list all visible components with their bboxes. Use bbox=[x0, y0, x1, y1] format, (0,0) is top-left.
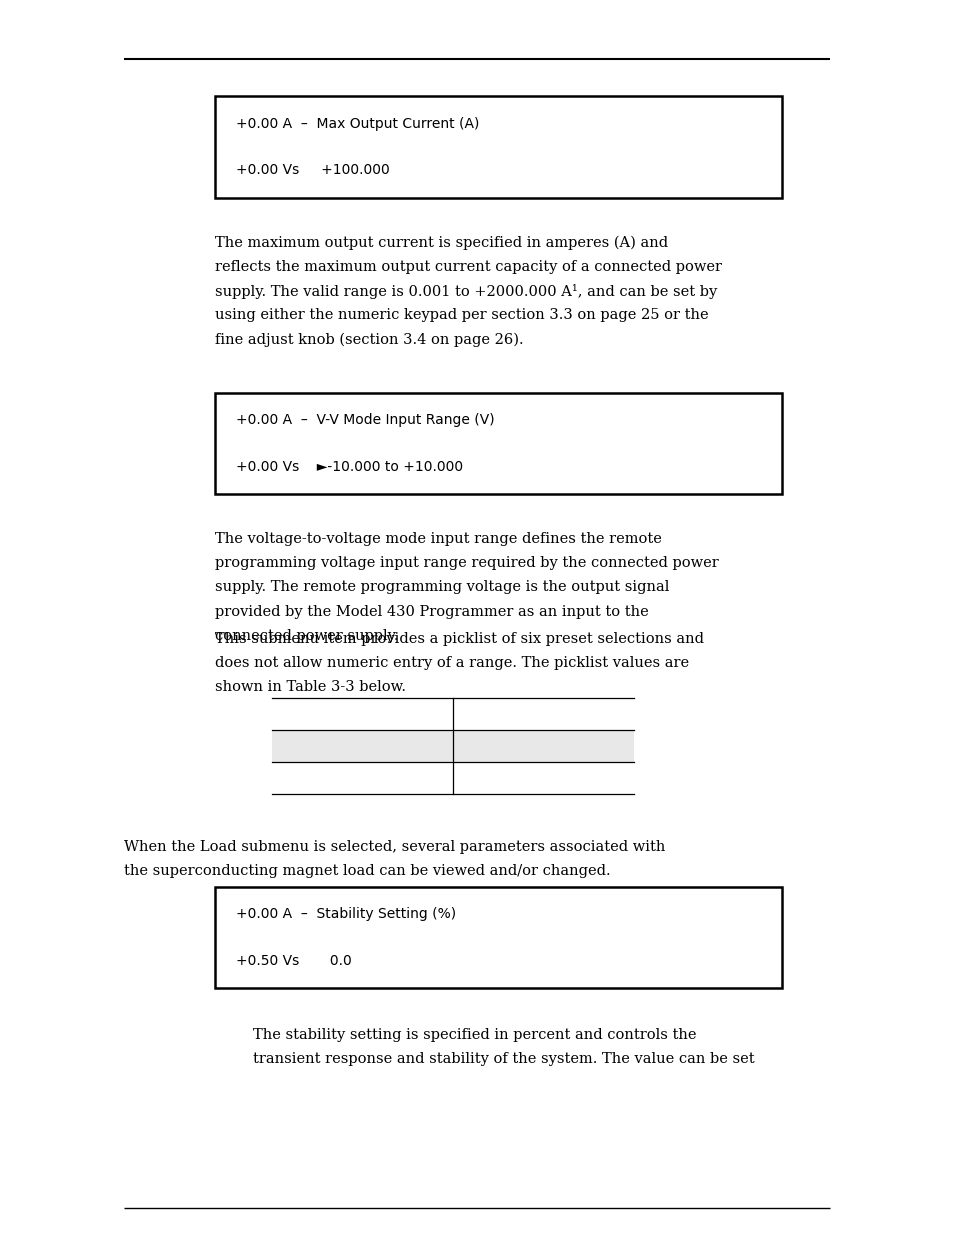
Text: supply. The remote programming voltage is the output signal: supply. The remote programming voltage i… bbox=[214, 580, 668, 594]
Bar bbox=[214, 393, 781, 494]
Bar bbox=[214, 887, 781, 988]
Text: The stability setting is specified in percent and controls the: The stability setting is specified in pe… bbox=[253, 1028, 696, 1041]
Text: +0.00 A  –  V-V Mode Input Range (V): +0.00 A – V-V Mode Input Range (V) bbox=[235, 412, 494, 427]
Text: programming voltage input range required by the connected power: programming voltage input range required… bbox=[214, 557, 718, 571]
Text: shown in Table 3-3 below.: shown in Table 3-3 below. bbox=[214, 680, 405, 694]
Text: transient response and stability of the system. The value can be set: transient response and stability of the … bbox=[253, 1051, 754, 1066]
Text: supply. The valid range is 0.001 to +2000.000 A¹, and can be set by: supply. The valid range is 0.001 to +200… bbox=[214, 284, 716, 299]
Text: +0.00 A  –  Max Output Current (A): +0.00 A – Max Output Current (A) bbox=[235, 116, 478, 131]
Text: The voltage-to-voltage mode input range defines the remote: The voltage-to-voltage mode input range … bbox=[214, 532, 660, 546]
Bar bbox=[214, 96, 781, 198]
Text: the superconducting magnet load can be viewed and/or changed.: the superconducting magnet load can be v… bbox=[124, 864, 610, 878]
Text: +0.00 Vs    ►-10.000 to +10.000: +0.00 Vs ►-10.000 to +10.000 bbox=[235, 459, 462, 474]
Text: does not allow numeric entry of a range. The picklist values are: does not allow numeric entry of a range.… bbox=[214, 657, 688, 671]
Text: This submenu item provides a picklist of six preset selections and: This submenu item provides a picklist of… bbox=[214, 632, 703, 646]
Text: reflects the maximum output current capacity of a connected power: reflects the maximum output current capa… bbox=[214, 259, 720, 274]
Text: When the Load submenu is selected, several parameters associated with: When the Load submenu is selected, sever… bbox=[124, 840, 664, 853]
Text: The maximum output current is specified in amperes (A) and: The maximum output current is specified … bbox=[214, 236, 667, 251]
Text: provided by the Model 430 Programmer as an input to the: provided by the Model 430 Programmer as … bbox=[214, 605, 648, 619]
Bar bbox=[272, 730, 634, 762]
Text: +0.50 Vs       0.0: +0.50 Vs 0.0 bbox=[235, 953, 351, 968]
Text: using either the numeric keypad per section 3.3 on page 25 or the: using either the numeric keypad per sect… bbox=[214, 308, 707, 322]
Text: +0.00 A  –  Stability Setting (%): +0.00 A – Stability Setting (%) bbox=[235, 906, 456, 921]
Text: +0.00 Vs     +100.000: +0.00 Vs +100.000 bbox=[235, 163, 389, 178]
Text: fine adjust knob (section 3.4 on page 26).: fine adjust knob (section 3.4 on page 26… bbox=[214, 332, 523, 347]
Text: connected power supply.: connected power supply. bbox=[214, 629, 397, 642]
